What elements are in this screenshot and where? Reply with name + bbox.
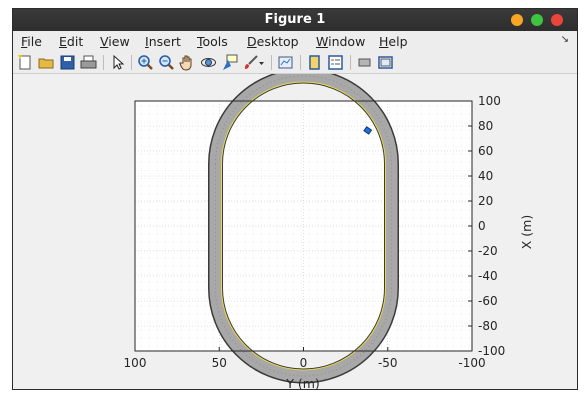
y-tick-label: 100 bbox=[478, 94, 501, 108]
menu-bar: File Edit View Insert Tools Desktop Wind… bbox=[13, 31, 577, 52]
y-tick-label: 0 bbox=[478, 219, 486, 233]
menu-edit[interactable]: Edit bbox=[59, 34, 84, 49]
menu-insert[interactable]: Insert bbox=[145, 34, 181, 49]
y-axis-label: X (m) bbox=[519, 215, 534, 249]
y-tick-label: 80 bbox=[478, 119, 493, 133]
x-axis-ticks: 100 50 0 -50 -100 bbox=[124, 347, 486, 370]
rotate-3d-icon[interactable] bbox=[200, 54, 217, 71]
y-tick-label: 40 bbox=[478, 169, 493, 183]
x-tick-label: 50 bbox=[212, 356, 227, 370]
figure-toolbar bbox=[13, 52, 577, 74]
link-plot-icon[interactable] bbox=[277, 54, 294, 71]
minimize-button[interactable] bbox=[511, 14, 523, 26]
menu-file[interactable]: File bbox=[21, 34, 42, 49]
y-tick-label: 20 bbox=[478, 194, 493, 208]
double-arrow-icon[interactable]: ↘ bbox=[560, 34, 569, 45]
inner-lane-line bbox=[221, 81, 386, 371]
window-title: Figure 1 bbox=[264, 12, 326, 27]
dropdown-arrow-icon[interactable] bbox=[257, 54, 266, 71]
y-tick-label: -100 bbox=[478, 344, 505, 358]
y-tick-label: -80 bbox=[478, 319, 498, 333]
title-bar[interactable]: Figure 1 bbox=[13, 9, 577, 31]
x-tick-label: -100 bbox=[458, 356, 485, 370]
racetrack bbox=[208, 68, 399, 384]
y-axis-ticks: 100 80 60 40 20 0 -20 -40 -60 -80 -100 bbox=[468, 94, 505, 358]
zoom-out-icon[interactable] bbox=[158, 54, 175, 71]
pointer-icon[interactable] bbox=[109, 54, 126, 71]
brush-icon[interactable] bbox=[242, 54, 259, 71]
show-plot-tools-icon[interactable] bbox=[377, 54, 394, 71]
print-icon[interactable] bbox=[80, 54, 97, 71]
figure-window: Figure 1 File Edit View Insert Tools Des… bbox=[12, 8, 578, 390]
x-axis-label: Y (m) bbox=[285, 376, 320, 390]
hide-plot-tools-icon[interactable] bbox=[356, 54, 373, 71]
menu-help[interactable]: Help bbox=[379, 34, 408, 49]
close-button[interactable] bbox=[551, 14, 563, 26]
axes-plot[interactable]: 100 50 0 -50 -100 100 80 60 40 20 0 -20 -40 -60 -80 -1… bbox=[13, 68, 578, 390]
y-tick-label: 60 bbox=[478, 144, 493, 158]
colorbar-icon[interactable] bbox=[306, 54, 323, 71]
maximize-button[interactable] bbox=[531, 14, 543, 26]
menu-tools[interactable]: Tools bbox=[197, 34, 228, 49]
open-file-icon[interactable] bbox=[38, 54, 55, 71]
save-icon[interactable] bbox=[59, 54, 76, 71]
menu-view[interactable]: View bbox=[100, 34, 130, 49]
data-cursor-icon[interactable] bbox=[221, 54, 238, 71]
x-tick-label: 0 bbox=[300, 356, 308, 370]
legend-icon[interactable] bbox=[327, 54, 344, 71]
y-tick-label: -60 bbox=[478, 294, 498, 308]
y-tick-label: -20 bbox=[478, 244, 498, 258]
lane-texture bbox=[215, 75, 392, 377]
menu-window[interactable]: Window bbox=[316, 34, 366, 49]
menu-desktop[interactable]: Desktop bbox=[247, 34, 299, 49]
y-tick-label: -40 bbox=[478, 269, 498, 283]
vehicle-marker bbox=[363, 126, 373, 135]
figure-canvas[interactable]: 100 50 0 -50 -100 100 80 60 40 20 0 -20 -40 -60 -80 -1… bbox=[13, 68, 578, 390]
pan-hand-icon[interactable] bbox=[179, 54, 196, 71]
new-figure-icon[interactable] bbox=[17, 54, 34, 71]
x-tick-label: -50 bbox=[378, 356, 398, 370]
x-tick-label: 100 bbox=[124, 356, 147, 370]
zoom-in-icon[interactable] bbox=[137, 54, 154, 71]
